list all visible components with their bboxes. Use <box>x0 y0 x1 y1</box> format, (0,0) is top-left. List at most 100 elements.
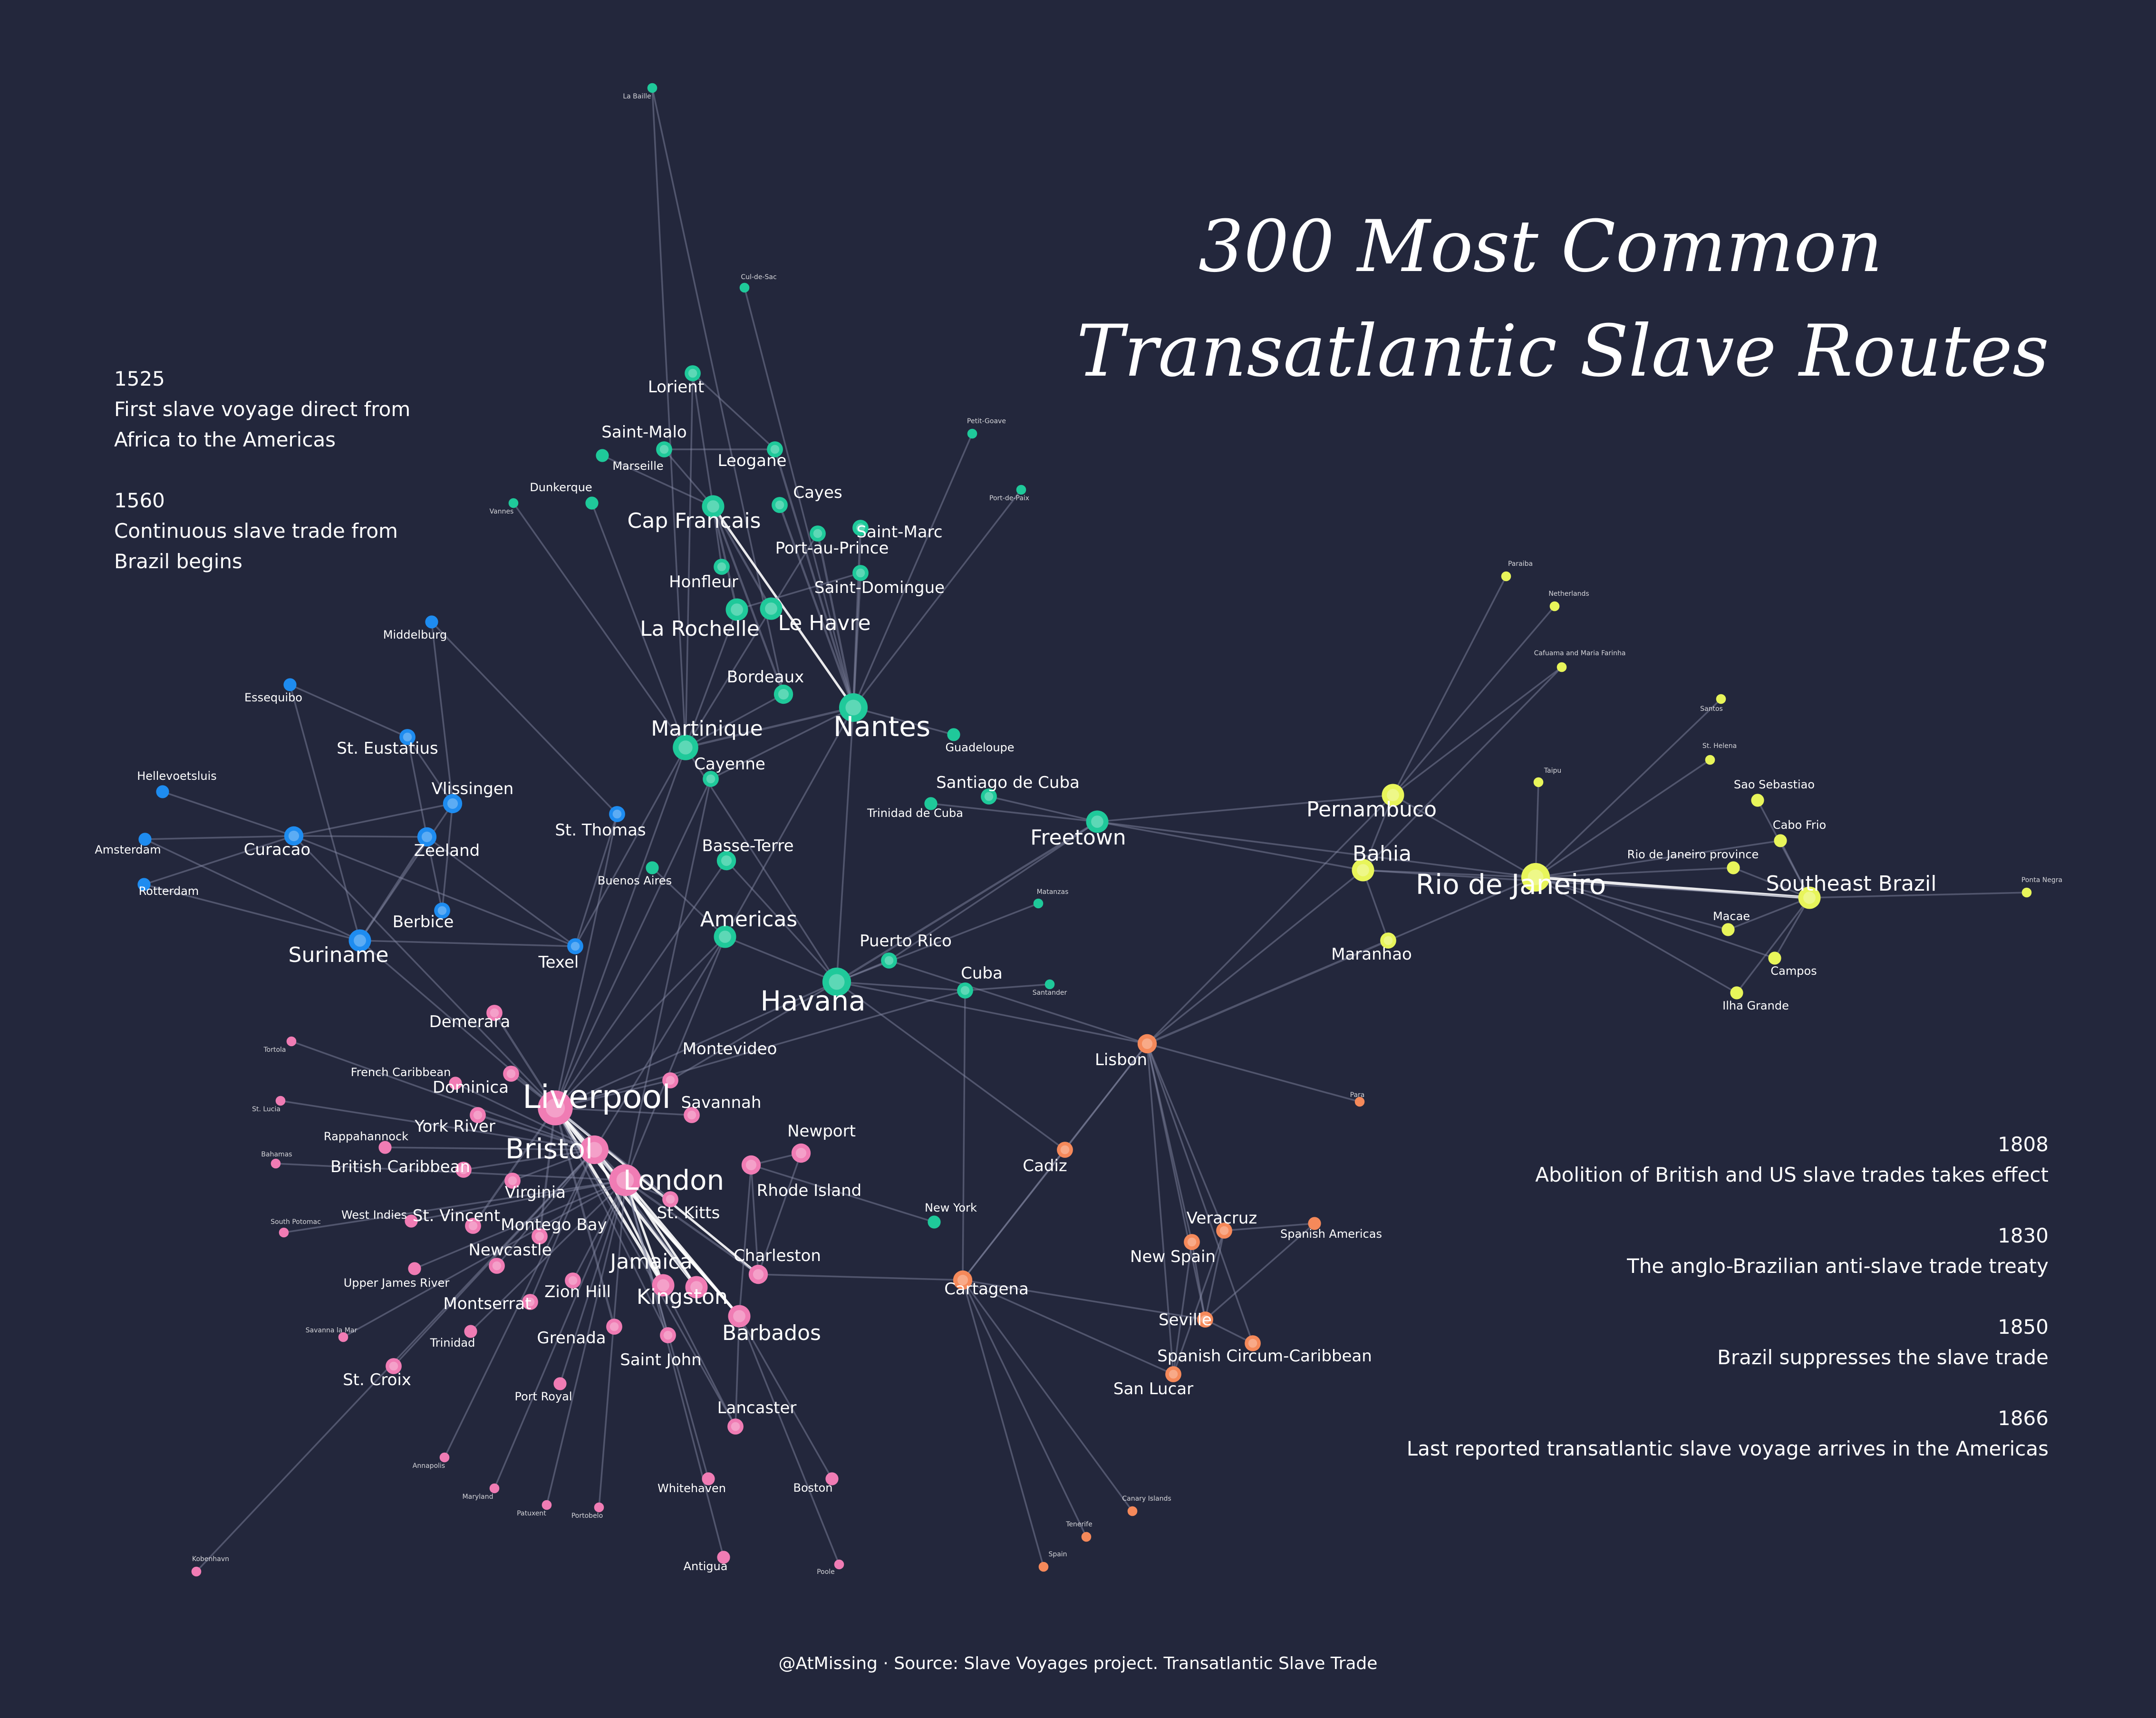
port-node-new-york <box>928 1215 941 1229</box>
route-edge-seville-spanish-circum-caribbean <box>1205 1319 1253 1344</box>
port-node-bristol <box>580 1135 609 1165</box>
port-label-puerto-rico: Puerto Rico <box>860 932 952 951</box>
port-label-santiago-de-cuba: Santiago de Cuba <box>936 773 1080 792</box>
chart-title-line2: Transatlantic Slave Routes <box>1076 310 2049 393</box>
route-edge-southeast-brazil-ilha-grande <box>1736 897 1810 994</box>
port-label-st-thomas: St. Thomas <box>555 821 646 840</box>
port-label-demerara: Demerara <box>429 1012 511 1031</box>
route-edge-havana-liverpool <box>555 981 837 1109</box>
route-edge-london-charleston <box>624 1179 759 1275</box>
route-edge-lisbon-maranhao <box>1147 939 1389 1045</box>
port-node-ilha-grande <box>1730 986 1743 1000</box>
port-node-cuba <box>957 982 973 999</box>
port-node-cul-de-sac <box>739 282 750 293</box>
port-label-suriname: Suriname <box>289 943 389 967</box>
route-edge-san-lucar-veracruz <box>1172 1230 1225 1375</box>
route-edge-bristol-tortola <box>291 1040 595 1151</box>
route-edge-rio-de-janeiro-campos <box>1535 876 1775 959</box>
port-node-highlight-charleston <box>753 1269 764 1280</box>
port-node-vannes <box>508 498 519 508</box>
port-node-highlight-cayenne <box>706 774 715 784</box>
route-edge-nantes-cap-francais <box>712 505 855 709</box>
route-edge-rotterdam-curacao <box>144 835 294 885</box>
port-label-st-croix: St. Croix <box>343 1370 411 1389</box>
route-edge-freetown-havana <box>836 821 1098 983</box>
route-edge-vlissingen-berbice <box>441 803 454 911</box>
route-edge-seville-new-spain <box>1191 1242 1206 1320</box>
route-edge-bristol-french-caribbean <box>455 1082 595 1151</box>
port-node-berbice <box>434 903 450 919</box>
port-node-middelburg <box>425 615 438 629</box>
route-edge-middelburg-vlissingen <box>431 621 454 804</box>
port-node-campos <box>1768 951 1781 965</box>
port-label-st-kitts: St. Kitts <box>657 1204 720 1223</box>
node-layer <box>137 83 2032 1577</box>
port-node-highlight-newport <box>795 1147 807 1159</box>
port-node-highlight-cadiz <box>1060 1145 1070 1155</box>
route-edge-le-havre-martinique <box>685 608 772 748</box>
port-label-americas: Americas <box>700 907 797 932</box>
port-node-highlight-st-kitts <box>666 1194 675 1204</box>
route-edge-la-baille-martinique <box>651 87 686 748</box>
port-node-southeast-brazil <box>1798 886 1821 909</box>
route-edge-freetown-pernambuco <box>1097 794 1393 823</box>
route-edge-liverpool-demerara <box>493 1012 556 1109</box>
route-edge-basse-terre-liverpool <box>554 860 727 1108</box>
route-edge-nantes-havana <box>836 707 854 982</box>
port-label-guadeloupe: Guadeloupe <box>945 741 1014 754</box>
port-node-virginia <box>504 1173 521 1189</box>
port-node-st-thomas <box>609 806 625 822</box>
route-edge-liverpool-jamaica <box>554 1107 665 1286</box>
port-node-para <box>1354 1097 1365 1107</box>
port-label-trinidad: Trinidad <box>430 1336 475 1349</box>
route-edge-lisbon-cartagena <box>962 1043 1148 1281</box>
port-node-highlight-southeast-brazil <box>1803 892 1816 904</box>
port-node-kingston <box>685 1276 708 1299</box>
annotation-year: 1850 <box>1998 1315 2049 1339</box>
port-node-san-lucar <box>1165 1366 1181 1382</box>
port-node-highlight-st-croix <box>389 1361 398 1371</box>
port-label-rio-de-janeiro: Rio de Janeiro <box>1416 868 1606 901</box>
route-edge-cadiz-cartagena <box>962 1149 1066 1281</box>
port-label-british-caribbean: British Caribbean <box>330 1157 470 1176</box>
route-edge-la-baille-bordeaux <box>651 87 784 695</box>
port-node-highlight-honfleur <box>717 562 726 572</box>
port-node-highlight-leogane <box>770 445 780 454</box>
annotation-1525: 1525 First slave voyage direct from Afri… <box>114 364 410 455</box>
port-node-basse-terre <box>716 851 736 871</box>
port-node-freetown <box>1086 810 1109 833</box>
route-edge-havana-matanzas <box>836 903 1039 983</box>
annotation-year: 1560 <box>114 489 165 512</box>
port-node-highlight-newcastle <box>492 1261 502 1271</box>
route-edge-newport-charleston <box>757 1153 802 1275</box>
port-label-cadiz: Cadiz <box>1023 1156 1067 1175</box>
route-edge-london-bahamas <box>275 1163 626 1181</box>
port-node-highlight-st-thomas <box>612 809 622 819</box>
annotation-year: 1866 <box>1998 1407 2049 1430</box>
route-edge-lorient-leogane <box>692 372 776 450</box>
route-edge-cul-de-sac-nantes <box>744 287 854 708</box>
port-label-zeeland: Zeeland <box>414 841 480 860</box>
port-node-st-croix <box>386 1358 402 1374</box>
route-edge-veracruz-spanish-americas <box>1224 1223 1315 1232</box>
route-edge-london-west-indies <box>411 1179 626 1222</box>
route-edge-nantes-cayes <box>778 505 855 708</box>
port-node-highlight-saint-malo <box>659 445 669 454</box>
port-node-saint-john <box>660 1327 676 1343</box>
port-node-highlight-dominica <box>506 1069 516 1078</box>
route-edge-rhode-island-new-york <box>751 1164 935 1223</box>
port-label-saint-malo: Saint-Malo <box>601 423 686 442</box>
port-node-seville <box>1197 1311 1213 1328</box>
route-edge-bahia-cafuama-and-maria-farinha <box>1362 666 1563 871</box>
route-edge-bahia-southeast-brazil <box>1363 869 1810 899</box>
port-label-west-indies: West Indies <box>341 1208 407 1222</box>
port-node-highlight-saint-domingue <box>856 568 865 578</box>
annotation-year: 1525 <box>114 367 165 390</box>
port-label-cayenne: Cayenne <box>694 755 765 774</box>
port-node-highlight-liverpool <box>545 1098 565 1118</box>
port-node-upper-james-river <box>408 1262 421 1275</box>
port-node-highlight-lisbon <box>1141 1038 1153 1049</box>
port-node-honfleur <box>714 559 730 575</box>
port-node-london <box>609 1164 641 1196</box>
port-node-highlight-cap-francais <box>707 500 719 513</box>
